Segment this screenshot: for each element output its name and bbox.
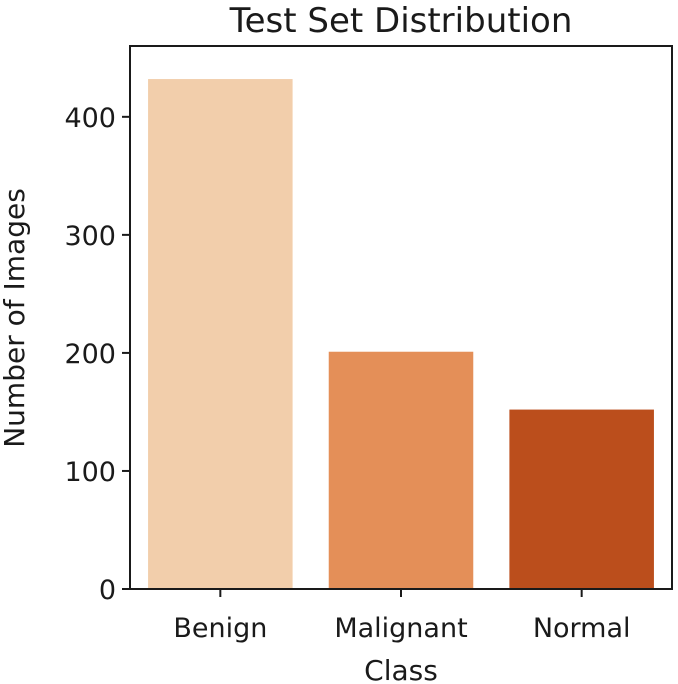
- y-tick-label: 100: [64, 457, 116, 488]
- bar-benign: [148, 79, 293, 589]
- x-tick-label: Normal: [533, 613, 631, 644]
- y-axis-label: Number of Images: [0, 188, 31, 448]
- x-axis-label: Class: [364, 654, 438, 684]
- bars-group: [148, 79, 654, 589]
- bar-normal: [509, 409, 654, 589]
- y-tick-label: 0: [99, 575, 116, 606]
- bar-malignant: [328, 351, 474, 589]
- y-tick-label: 400: [64, 103, 116, 134]
- plot-frame: [129, 45, 673, 590]
- y-tick-label: 200: [64, 339, 116, 370]
- y-axis-ticks: 0 100 200 300 400: [64, 103, 130, 606]
- x-axis-ticks: Benign Malignant Normal: [173, 589, 631, 644]
- y-tick-label: 300: [64, 221, 116, 252]
- x-tick-label: Malignant: [334, 613, 467, 644]
- x-tick-label: Benign: [173, 613, 267, 644]
- chart-title: Test Set Distribution: [229, 1, 573, 41]
